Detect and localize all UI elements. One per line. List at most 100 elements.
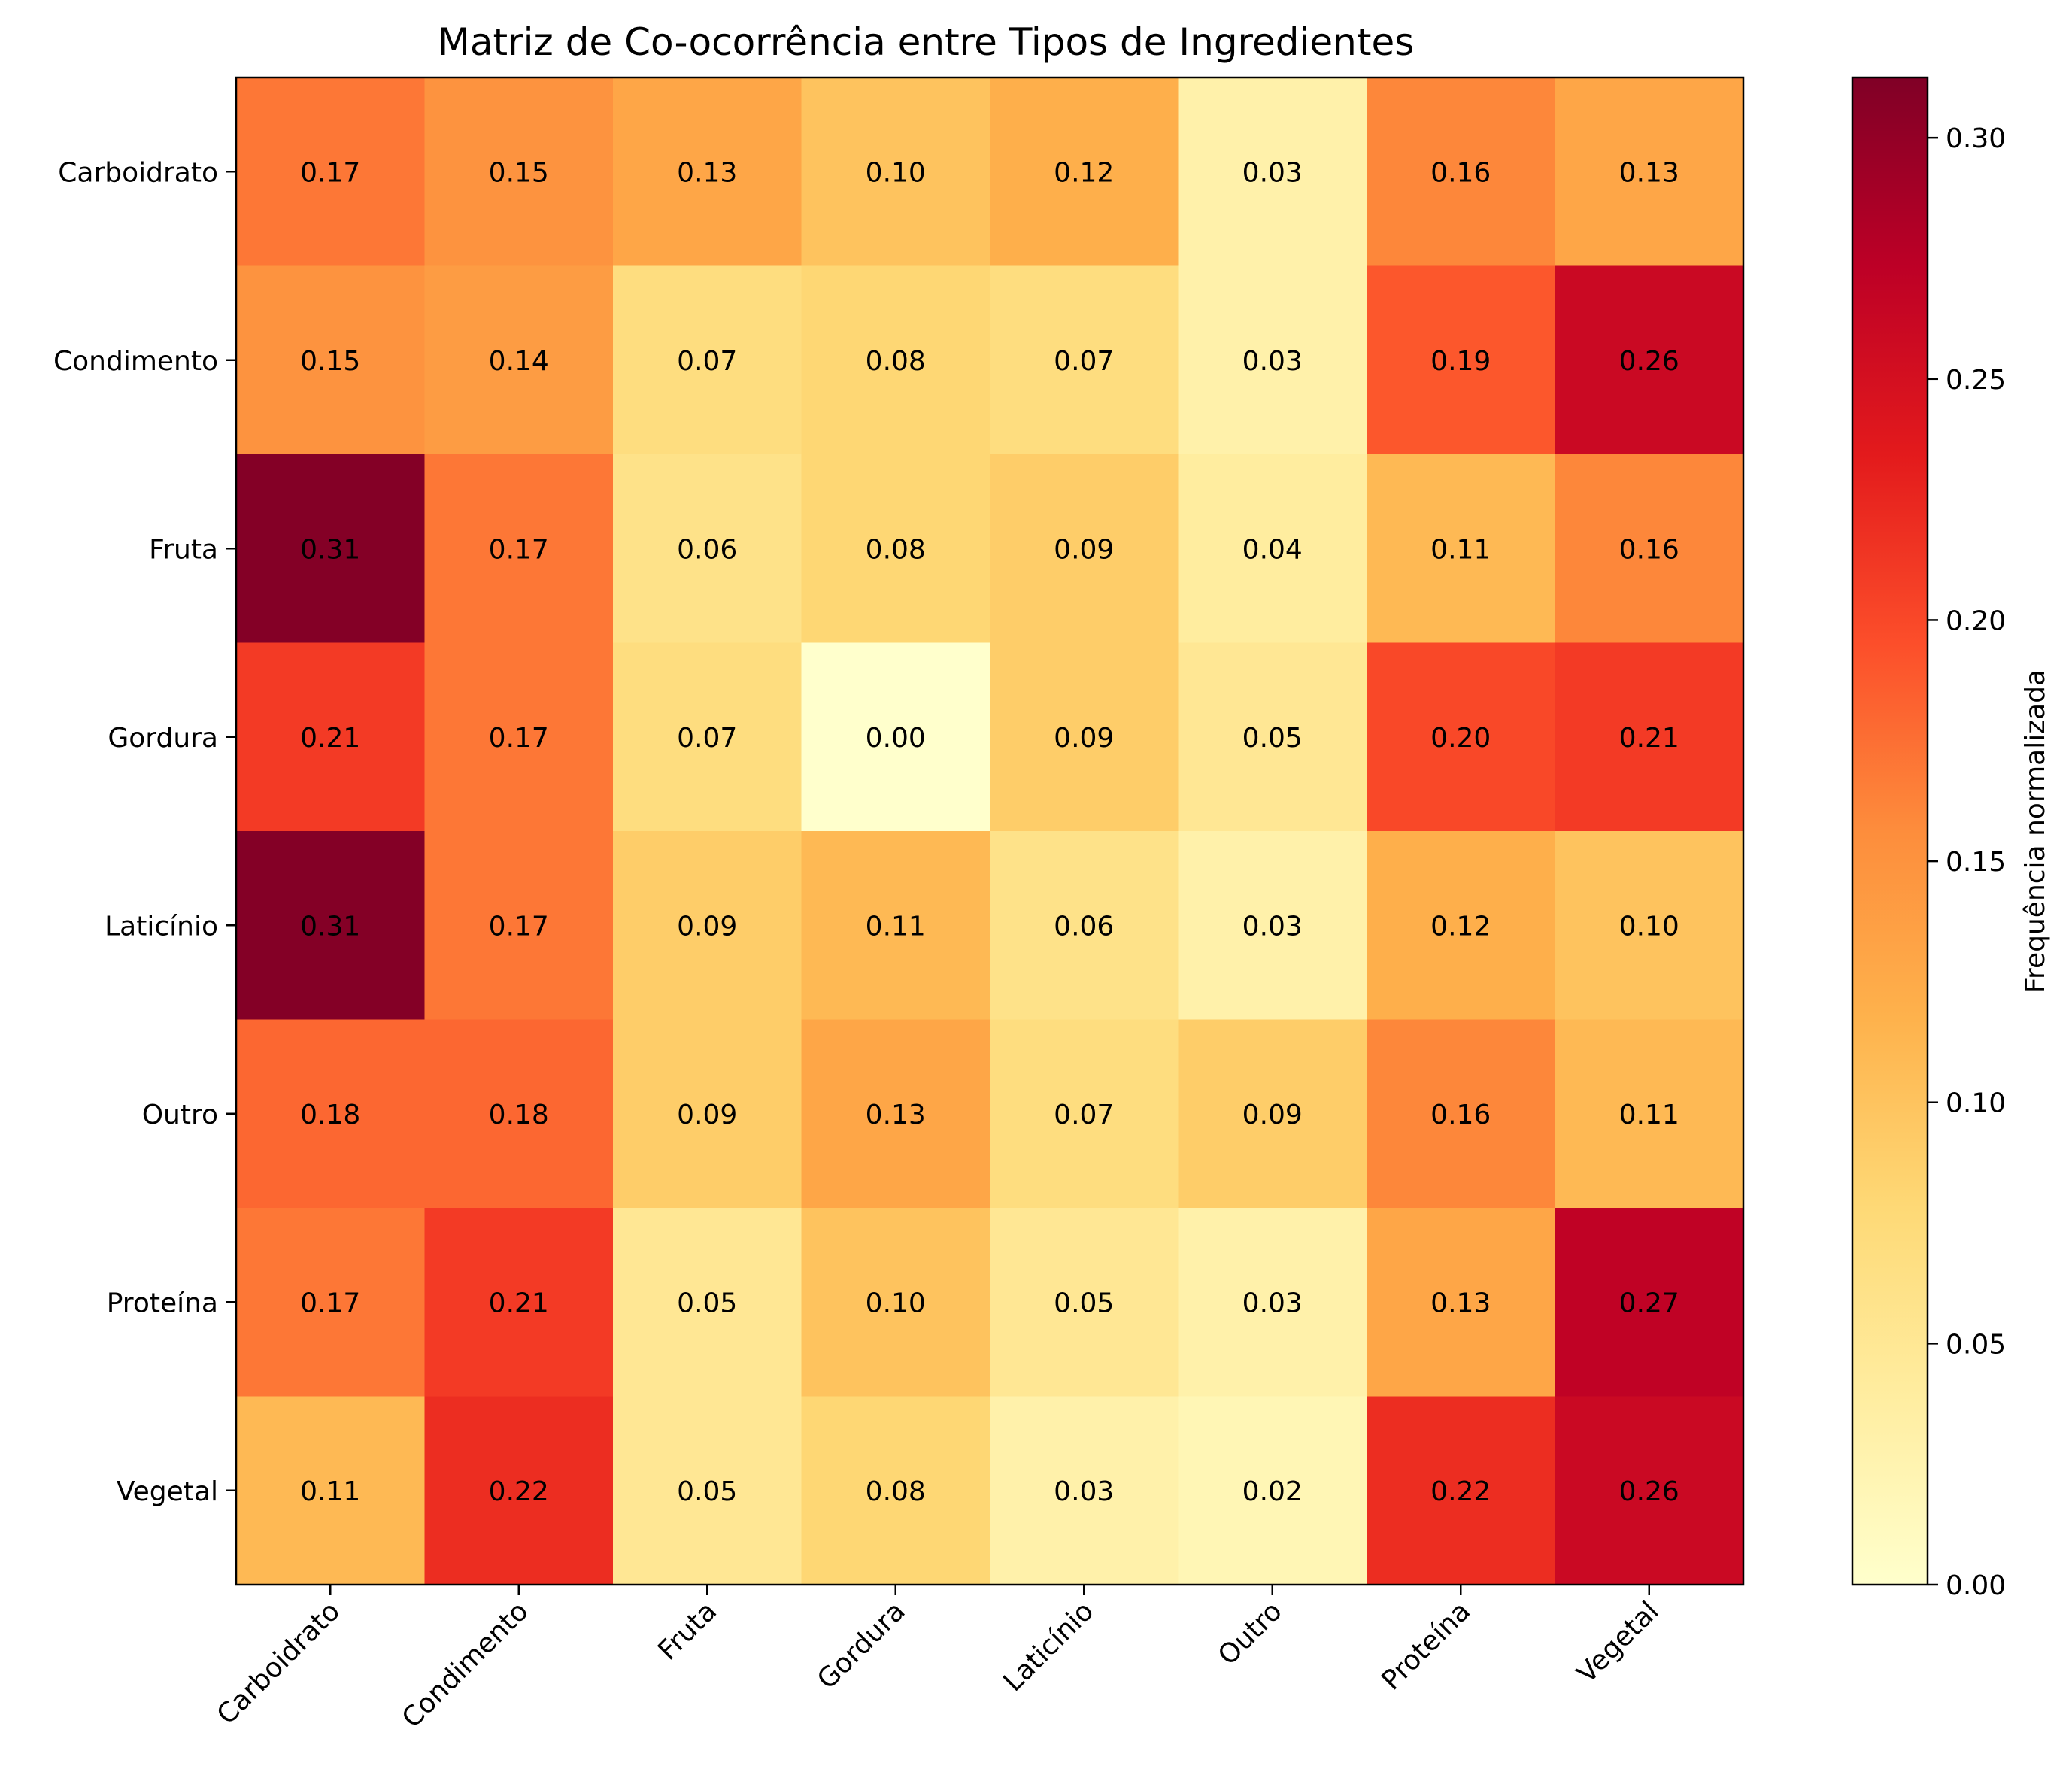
cell-value-label: 0.00 xyxy=(866,723,926,754)
heatmap-cell xyxy=(424,1396,614,1585)
heatmap-cell xyxy=(990,831,1179,1021)
heatmap-cell xyxy=(1178,454,1367,644)
heatmap-cell xyxy=(236,77,426,267)
heatmap-cell xyxy=(424,1208,614,1397)
heatmap-cell xyxy=(801,1396,990,1585)
cell-value-label: 0.07 xyxy=(1054,346,1114,377)
heatmap-cell xyxy=(990,642,1179,832)
heatmap-cell xyxy=(990,77,1179,267)
cell-value-label: 0.09 xyxy=(1054,534,1114,565)
cell-value-label: 0.15 xyxy=(489,157,549,188)
heatmap-cell xyxy=(1555,1208,1744,1397)
heatmap-cell xyxy=(801,454,990,644)
heatmap-cell xyxy=(1367,77,1556,267)
cell-value-label: 0.05 xyxy=(677,1288,737,1318)
cell-value-label: 0.03 xyxy=(1242,346,1303,377)
cell-value-label: 0.03 xyxy=(1054,1476,1114,1507)
cell-value-label: 0.13 xyxy=(866,1100,926,1130)
cell-value-label: 0.11 xyxy=(1430,534,1491,565)
heatmap-cell xyxy=(613,265,802,455)
cell-value-label: 0.07 xyxy=(1054,1100,1114,1130)
heatmap-cell xyxy=(990,454,1179,644)
plot-frame xyxy=(235,76,1745,1586)
colorbar-tick-label: 0.30 xyxy=(1946,123,2006,154)
cell-value-label: 0.06 xyxy=(1054,911,1114,942)
heatmap-cells xyxy=(236,77,1744,1585)
cell-value-label: 0.11 xyxy=(866,911,926,942)
cell-value-label: 0.21 xyxy=(1619,723,1679,754)
heatmap-cell xyxy=(1367,1208,1556,1397)
cell-value-label: 0.09 xyxy=(1054,723,1114,754)
colorbar-tick-label: 0.00 xyxy=(1946,1570,2006,1601)
heatmap-cell xyxy=(1555,1396,1744,1585)
heatmap-cell-labels: 0.17 0.15 0.13 0.10 0.12 0.03 0.16 0.13 0.15 0.14… xyxy=(300,157,1679,1507)
cell-value-label: 0.27 xyxy=(1619,1288,1679,1318)
heatmap-cell xyxy=(236,1208,426,1397)
cell-value-label: 0.05 xyxy=(677,1476,737,1507)
heatmap-cell xyxy=(990,265,1179,455)
cell-value-label: 0.03 xyxy=(1242,157,1303,188)
heatmap-cell xyxy=(613,1208,802,1397)
heatmap-cell xyxy=(801,831,990,1021)
cell-value-label: 0.22 xyxy=(489,1476,549,1507)
heatmap-cell xyxy=(1555,642,1744,832)
heatmap-cell xyxy=(1178,1396,1367,1585)
cell-value-label: 0.16 xyxy=(1430,1100,1491,1130)
colorbar-tick-label: 0.05 xyxy=(1946,1329,2006,1360)
colorbar-frame xyxy=(1851,76,1929,1586)
heatmap-cell xyxy=(990,1208,1179,1397)
cell-value-label: 0.17 xyxy=(489,723,549,754)
cell-value-label: 0.16 xyxy=(1430,157,1491,188)
cell-value-label: 0.13 xyxy=(1430,1288,1491,1318)
cell-value-label: 0.03 xyxy=(1242,911,1303,942)
y-tick-label: Fruta xyxy=(149,534,218,565)
cell-value-label: 0.09 xyxy=(677,911,737,942)
heatmap-cell xyxy=(236,454,426,644)
heatmap-cell xyxy=(990,1396,1179,1585)
heatmap-cell xyxy=(613,831,802,1021)
heatmap-cell xyxy=(424,1019,614,1209)
heatmap-cell xyxy=(236,1019,426,1209)
cell-value-label: 0.26 xyxy=(1619,1476,1679,1507)
heatmap-cell xyxy=(1178,265,1367,455)
colorbar-tick-label: 0.20 xyxy=(1946,605,2006,636)
colorbar-tick-label: 0.25 xyxy=(1946,365,2006,396)
y-tick-label: Condimento xyxy=(53,346,218,377)
y-axis-ticks: Carboidrato Condimento Fruta Gordura Laticín… xyxy=(53,157,236,1507)
heatmap-cell xyxy=(1367,1396,1556,1585)
heatmap-cell xyxy=(1178,1019,1367,1209)
heatmap-cell xyxy=(801,265,990,455)
heatmap-cell xyxy=(1555,831,1744,1021)
colorbar-tick-label: 0.15 xyxy=(1946,847,2006,878)
cell-value-label: 0.10 xyxy=(866,1288,926,1318)
heatmap-cell xyxy=(424,642,614,832)
cell-value-label: 0.11 xyxy=(1619,1100,1679,1130)
heatmap-cell xyxy=(613,454,802,644)
heatmap-cell xyxy=(1178,642,1367,832)
cell-value-label: 0.05 xyxy=(1054,1288,1114,1318)
heatmap-cell xyxy=(424,77,614,267)
heatmap-cell xyxy=(236,265,426,455)
heatmap-cell xyxy=(424,831,614,1021)
cell-value-label: 0.13 xyxy=(1619,157,1679,188)
y-tick-label: Outro xyxy=(142,1100,218,1130)
heatmap-cell xyxy=(613,642,802,832)
cell-value-label: 0.26 xyxy=(1619,346,1679,377)
heatmap-cell xyxy=(1178,1208,1367,1397)
cell-value-label: 0.13 xyxy=(677,157,737,188)
y-tick-label: Gordura xyxy=(108,723,218,754)
cell-value-label: 0.08 xyxy=(866,1476,926,1507)
cell-value-label: 0.05 xyxy=(1242,723,1303,754)
cell-value-label: 0.11 xyxy=(300,1476,360,1507)
cell-value-label: 0.09 xyxy=(1242,1100,1303,1130)
cell-value-label: 0.18 xyxy=(300,1100,360,1130)
cell-value-label: 0.03 xyxy=(1242,1288,1303,1318)
heatmap-cell xyxy=(613,1396,802,1585)
cell-value-label: 0.02 xyxy=(1242,1476,1303,1507)
cell-value-label: 0.17 xyxy=(489,911,549,942)
colorbar-label: Frequência normalizada xyxy=(2020,669,2051,993)
heatmap-cell xyxy=(801,1208,990,1397)
cell-value-label: 0.19 xyxy=(1430,346,1491,377)
heatmap-cell xyxy=(236,642,426,832)
